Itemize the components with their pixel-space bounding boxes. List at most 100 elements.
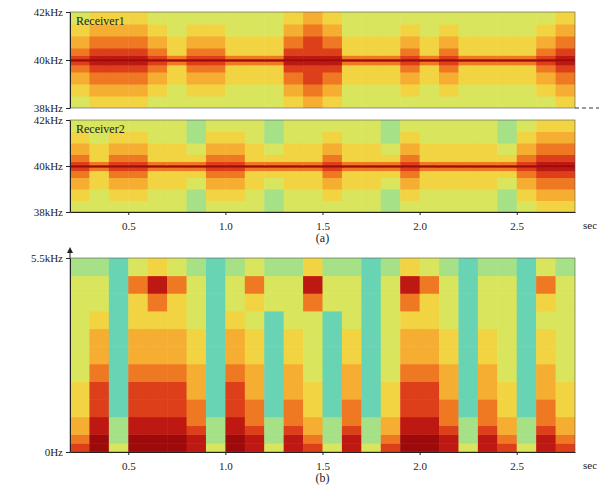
cell	[206, 201, 226, 213]
cell	[245, 36, 265, 49]
cell	[148, 329, 168, 347]
cell	[497, 346, 517, 364]
tick: 42kHz	[34, 6, 70, 18]
cell	[381, 161, 401, 165]
cell	[284, 65, 304, 73]
cell	[89, 258, 109, 276]
cell	[303, 36, 323, 49]
cell	[70, 48, 90, 56]
cell	[381, 143, 401, 155]
cell	[128, 189, 148, 201]
tick-mark	[225, 212, 226, 215]
cell	[458, 55, 478, 59]
cell	[284, 178, 304, 190]
cell	[284, 201, 304, 213]
cell	[342, 132, 362, 144]
cell	[478, 417, 498, 426]
cell	[381, 434, 401, 443]
tick-mark	[66, 12, 70, 13]
cell	[187, 329, 207, 347]
cell	[264, 189, 284, 201]
cell	[128, 96, 148, 108]
cell	[536, 329, 556, 347]
cell	[458, 311, 478, 329]
cell	[187, 161, 207, 165]
cell	[497, 65, 517, 73]
tick-label: 42kHz	[34, 6, 63, 18]
cell	[303, 161, 323, 165]
cell	[556, 311, 575, 329]
cell	[89, 61, 109, 65]
cell	[128, 381, 148, 399]
cell	[342, 346, 362, 364]
cell	[284, 155, 304, 162]
cell	[128, 36, 148, 49]
cell	[323, 161, 343, 165]
cell	[517, 399, 537, 417]
cell	[497, 132, 517, 144]
cell	[167, 132, 187, 144]
cell	[284, 167, 304, 171]
cell	[303, 65, 323, 73]
cell	[536, 171, 556, 178]
cell	[381, 84, 401, 97]
cell	[264, 276, 284, 294]
cell	[536, 399, 556, 417]
cell	[264, 171, 284, 178]
cell	[478, 167, 498, 171]
cell	[497, 443, 517, 452]
cell	[187, 364, 207, 382]
cell	[187, 201, 207, 213]
cell	[536, 36, 556, 49]
cell	[70, 155, 90, 162]
tick: 2.5	[510, 212, 524, 232]
cell	[478, 171, 498, 178]
cell	[323, 276, 343, 294]
cell	[245, 132, 265, 144]
cell	[109, 364, 129, 382]
cell	[478, 189, 498, 201]
cell	[284, 36, 304, 49]
cell	[264, 399, 284, 417]
cell	[497, 381, 517, 399]
cell	[556, 171, 575, 178]
cell	[458, 399, 478, 417]
cell	[556, 178, 575, 190]
cell	[148, 96, 168, 108]
cell	[264, 201, 284, 213]
cell	[167, 426, 187, 435]
cell	[400, 48, 420, 56]
cell	[361, 12, 381, 25]
cell	[187, 132, 207, 144]
cell	[536, 65, 556, 73]
cell	[264, 48, 284, 56]
cell	[342, 120, 362, 132]
cell	[167, 293, 187, 311]
cell	[323, 189, 343, 201]
cell	[556, 65, 575, 73]
cell	[361, 364, 381, 382]
cell	[536, 293, 556, 311]
cell	[187, 381, 207, 399]
x-axis: 0.51.01.52.02.5	[71, 212, 576, 232]
cell	[458, 178, 478, 190]
cell	[128, 201, 148, 213]
panel-title: Receiver1	[76, 14, 125, 28]
cell	[439, 61, 459, 65]
cell	[556, 143, 575, 155]
cell	[556, 293, 575, 311]
cell	[128, 329, 148, 347]
axis-line	[70, 13, 71, 109]
cell	[70, 36, 90, 49]
cell	[70, 346, 90, 364]
cell	[497, 364, 517, 382]
cell	[400, 178, 420, 190]
cell	[225, 61, 245, 65]
cell	[517, 443, 537, 452]
cell	[206, 293, 226, 311]
cell	[206, 143, 226, 155]
cell	[109, 84, 129, 97]
cell	[245, 55, 265, 59]
cell	[536, 155, 556, 162]
cell	[536, 55, 556, 59]
